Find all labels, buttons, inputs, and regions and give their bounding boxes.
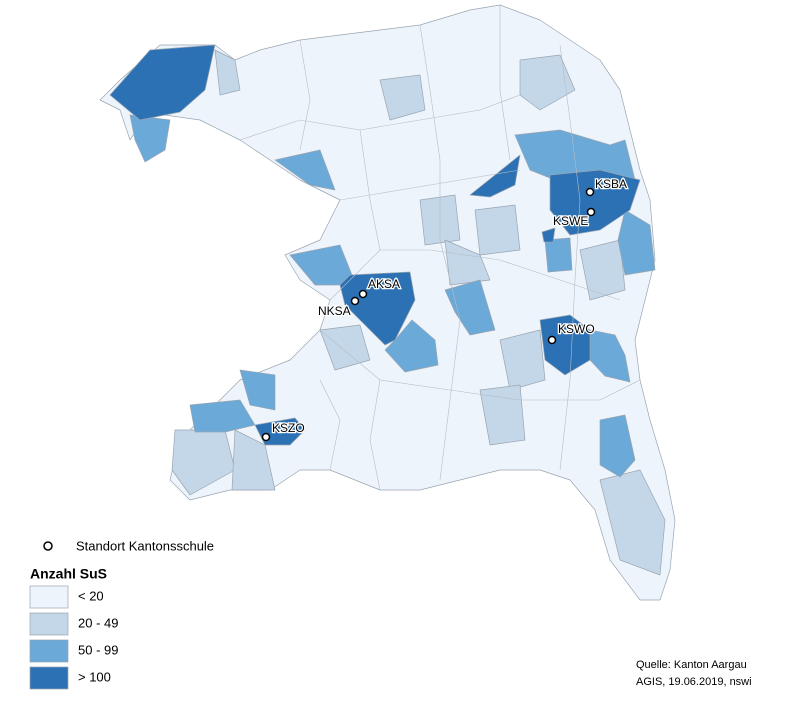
municipal-borders [239,5,641,491]
municipality [384,319,439,373]
legend-label: < 20 [78,588,104,603]
municipality [469,154,521,198]
municipality [549,169,641,236]
school-marker [586,207,596,217]
municipality [599,414,636,478]
school-label: KSWE [553,214,588,228]
municipality [539,314,591,376]
school-marker [547,335,557,345]
legend: Standort Kantonsschule Anzahl SuS < 20 20… [29,538,214,690]
school-label: KSBA [595,177,627,191]
school-marker [350,296,360,306]
municipality [339,271,416,346]
municipalities [99,4,676,601]
municipality [541,227,556,243]
schools: KSBA KSWE AKSA NKSA KSWO KSZO [261,176,628,442]
municipality [189,399,256,433]
municipality [579,239,626,301]
legend-swatch [29,639,69,663]
municipality [231,429,276,491]
legend-title: Anzahl SuS [30,566,107,582]
school-marker [261,432,271,442]
school-label: KSZO [272,421,305,435]
source: Quelle: Kanton Aargau [636,659,747,671]
municipality [129,114,171,163]
municipality [544,237,573,273]
municipality [239,369,276,411]
municipality [214,49,241,96]
legend-marker [43,541,53,551]
municipality [519,54,576,111]
school-marker [585,187,595,197]
legend-marker-label: Standort Kantonsschule [76,538,214,553]
municipality [109,44,216,121]
legend-label: 20 - 49 [78,615,118,630]
municipality [444,239,491,286]
legend-label: 50 - 99 [78,642,118,657]
legend-swatch [29,585,69,609]
municipality [499,329,546,391]
source: AGIS, 19.06.2019, nswi [636,676,752,688]
school-marker [358,289,368,299]
school-label: AKSA [368,277,400,291]
legend-swatch [29,666,69,690]
school-label: KSWO [558,322,595,336]
municipality [444,279,496,336]
municipality [379,74,426,121]
municipality [599,469,666,576]
municipality [474,204,521,256]
municipality [319,324,371,371]
legend-swatch [29,612,69,636]
legend-label: > 100 [78,669,111,684]
municipality [274,149,336,191]
school-label: NKSA [318,304,351,318]
municipality [479,384,526,446]
municipality [617,209,656,276]
